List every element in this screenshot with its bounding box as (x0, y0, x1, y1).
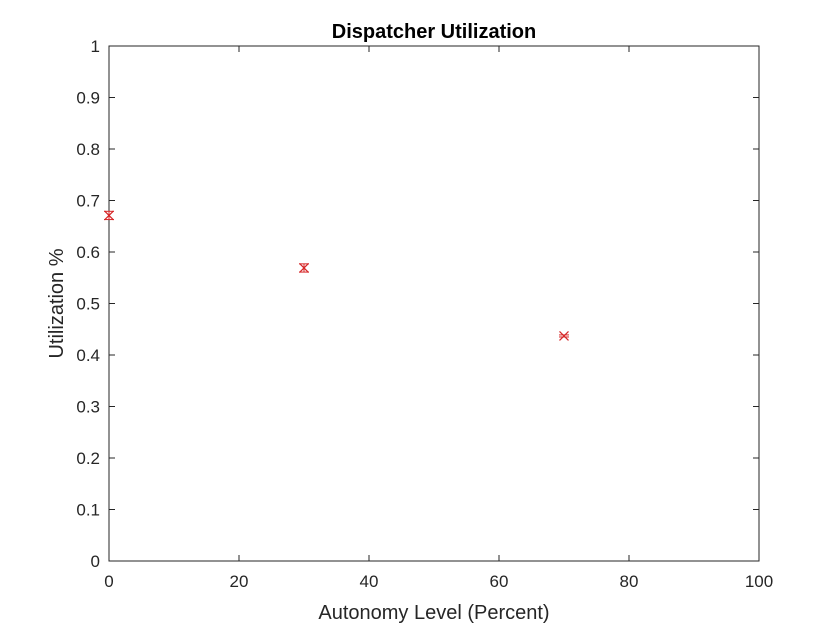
x-tick-label: 80 (620, 572, 639, 591)
y-tick-label: 0.9 (76, 89, 100, 108)
x-tick-label: 60 (490, 572, 509, 591)
y-tick-label: 0.5 (76, 295, 100, 314)
x-tick-label: 0 (104, 572, 113, 591)
data-point (104, 210, 114, 221)
x-axis-title: Autonomy Level (Percent) (318, 602, 549, 624)
y-tick-label: 0.4 (76, 346, 100, 365)
chart-title: Dispatcher Utilization (332, 21, 536, 43)
x-marker-stroke (104, 210, 114, 221)
x-marker-stroke (559, 331, 569, 341)
x-tick-label: 40 (360, 572, 379, 591)
y-tick-label: 0.1 (76, 501, 100, 520)
y-tick-label: 0.2 (76, 449, 100, 468)
x-tick-label: 100 (745, 572, 773, 591)
x-marker-stroke (299, 263, 309, 273)
plot-area (108, 45, 760, 562)
y-tick-label: 0.7 (76, 192, 100, 211)
y-tick-label: 0.8 (76, 140, 100, 159)
x-tick-label: 20 (230, 572, 249, 591)
data-point (299, 263, 309, 273)
x-axis-ticks: 0 20 40 60 80 100 (104, 46, 773, 591)
y-axis-ticks: 0 0.1 0.2 0.3 0.4 0.5 0.6 0.7 0.8 0.9 1 (76, 37, 759, 571)
y-tick-label: 0.6 (76, 243, 100, 262)
y-tick-label: 0 (91, 552, 100, 571)
data-points (104, 210, 569, 341)
data-point (559, 331, 569, 341)
y-axis-title: Utilization % (46, 248, 68, 358)
y-tick-label: 1 (91, 37, 100, 56)
y-tick-label: 0.3 (76, 398, 100, 417)
